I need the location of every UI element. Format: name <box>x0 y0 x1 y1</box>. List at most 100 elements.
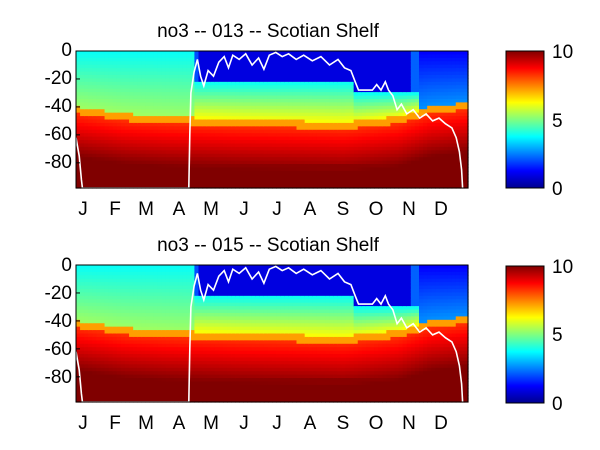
heatmap-cell <box>96 384 102 389</box>
heatmap-cell <box>272 140 277 145</box>
heatmap-cell <box>104 350 110 355</box>
heatmap-cell <box>149 336 155 341</box>
heatmap-cell <box>149 126 155 131</box>
heatmap-cell <box>178 170 183 175</box>
heatmap-cell <box>218 150 224 155</box>
heatmap-cell <box>463 64 469 69</box>
heatmap-cell <box>402 98 408 103</box>
heatmap-cell <box>386 109 392 114</box>
heatmap-cell <box>263 85 269 90</box>
heatmap-cell <box>104 54 110 59</box>
heatmap-cell <box>394 174 400 179</box>
heatmap-cell <box>153 126 159 131</box>
heatmap-cell <box>267 184 273 189</box>
heatmap-cell <box>312 71 318 76</box>
heatmap-cell <box>235 85 240 90</box>
heatmap-cell <box>423 109 428 114</box>
heatmap-cell <box>390 81 396 86</box>
heatmap-cell <box>223 181 228 186</box>
heatmap-cell <box>161 292 167 297</box>
heatmap-cell <box>157 340 163 345</box>
heatmap-cell <box>104 312 110 317</box>
heatmap-cell <box>414 181 420 186</box>
heatmap-cell <box>169 309 175 314</box>
heatmap-cell <box>92 295 98 300</box>
heatmap-cell <box>174 112 179 117</box>
heatmap-cell <box>267 129 273 134</box>
heatmap-cell <box>104 364 110 369</box>
heatmap-cell <box>435 181 441 186</box>
heatmap-cell <box>165 306 171 311</box>
heatmap-cell <box>104 292 110 297</box>
heatmap-cell <box>198 150 204 155</box>
heatmap-cell <box>96 395 102 400</box>
heatmap-cell <box>235 177 240 182</box>
heatmap-cell <box>104 61 110 66</box>
heatmap-cell <box>316 78 322 83</box>
heatmap-cell <box>108 288 114 293</box>
heatmap-cell <box>174 333 179 338</box>
heatmap-cell <box>112 323 118 328</box>
heatmap-cell <box>382 88 387 93</box>
heatmap-cell <box>145 109 151 114</box>
heatmap-cell <box>125 133 130 138</box>
heatmap-cell <box>259 170 265 175</box>
heatmap-cell <box>296 136 302 141</box>
heatmap-cell <box>435 146 441 151</box>
heatmap-cell <box>443 177 449 182</box>
heatmap-cell <box>451 164 457 169</box>
heatmap-cell <box>104 326 110 331</box>
heatmap-cell <box>157 153 163 158</box>
heatmap-cell <box>284 85 289 90</box>
heatmap-cell <box>84 391 89 396</box>
heatmap-cell <box>386 153 392 158</box>
heatmap-cell <box>153 164 159 169</box>
heatmap-cell <box>308 68 314 73</box>
heatmap-cell <box>104 81 110 86</box>
heatmap-cell <box>125 326 130 331</box>
heatmap-cell <box>108 57 114 62</box>
heatmap-cell <box>120 143 126 148</box>
heatmap-cell <box>370 157 375 162</box>
heatmap-cell <box>431 92 436 97</box>
heatmap-cell <box>280 146 285 151</box>
heatmap-cell <box>386 54 392 59</box>
heatmap-cell <box>88 398 93 403</box>
heatmap-cell <box>288 95 294 100</box>
heatmap-cell <box>272 78 277 83</box>
heatmap-cell <box>206 119 212 124</box>
heatmap-cell <box>414 68 420 73</box>
heatmap-cell <box>157 299 163 304</box>
heatmap-cell <box>120 68 126 73</box>
heatmap-cell <box>125 367 130 372</box>
heatmap-cell <box>321 85 326 90</box>
heatmap-cell <box>100 302 106 307</box>
heatmap-cell <box>321 109 326 114</box>
heatmap-cell <box>120 336 126 341</box>
heatmap-cell <box>178 61 183 66</box>
heatmap-cell <box>133 395 138 400</box>
heatmap-cell <box>231 64 236 69</box>
heatmap-cell <box>178 150 183 155</box>
heatmap-cell <box>161 360 167 365</box>
heatmap-cell <box>284 122 289 127</box>
heatmap-cell <box>116 357 122 362</box>
heatmap-cell <box>251 85 257 90</box>
heatmap-cell <box>84 184 89 189</box>
heatmap-cell <box>255 68 261 73</box>
heatmap-cell <box>435 68 441 73</box>
heatmap-cell <box>218 143 224 148</box>
heatmap-cell <box>125 295 130 300</box>
heatmap-cell <box>414 143 420 148</box>
heatmap-cell <box>186 57 191 62</box>
heatmap-cell <box>133 268 138 273</box>
heatmap-cell <box>386 174 392 179</box>
heatmap-cell <box>108 170 114 175</box>
heatmap-cell <box>84 51 89 56</box>
heatmap-cell <box>149 278 155 283</box>
heatmap-cell <box>243 61 249 66</box>
heatmap-cell <box>141 92 147 97</box>
heatmap-cell <box>137 95 142 100</box>
heatmap-cell <box>116 95 122 100</box>
heatmap-cell <box>169 177 175 182</box>
